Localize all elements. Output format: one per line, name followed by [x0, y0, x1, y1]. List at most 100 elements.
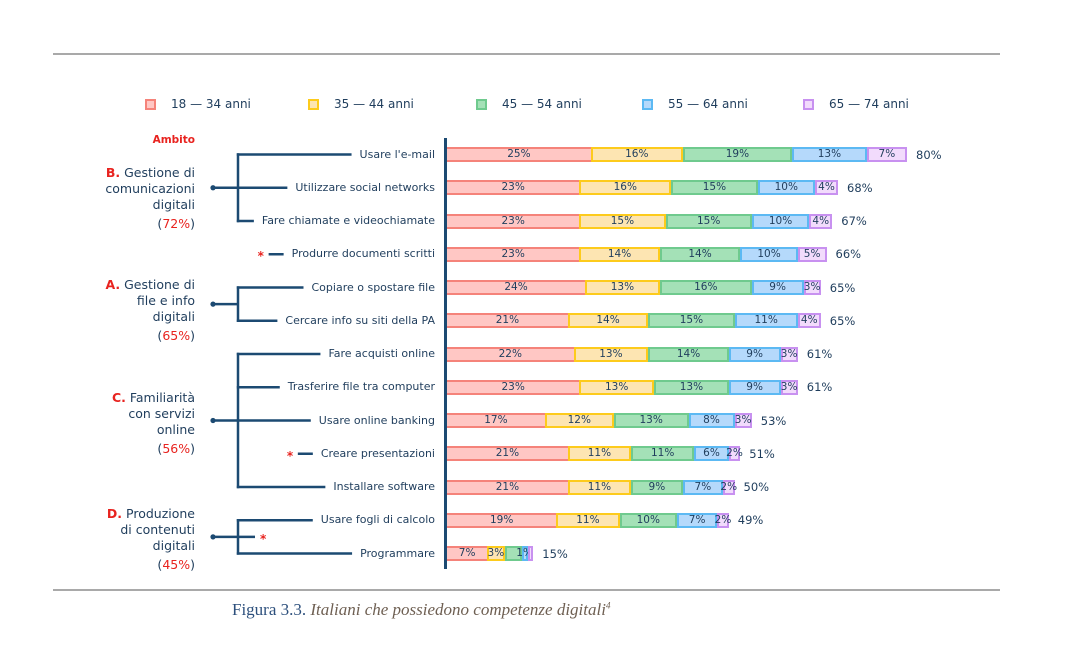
legend-swatch-65-74: [803, 98, 814, 110]
bar-segment-55-64: 8%: [688, 413, 735, 428]
bar-segment-18-34: 19%: [447, 512, 557, 528]
footnote-marker: 4: [605, 600, 611, 611]
bar-segment-45-54: 9%: [631, 479, 683, 495]
segment-value-label: 11%: [576, 513, 600, 526]
bar-segment-65-74: 2%: [720, 479, 737, 495]
asterisk-marker: *: [260, 531, 267, 546]
segment-value-label: 23%: [501, 247, 525, 260]
category-label: Copiare o spostare file: [311, 280, 436, 294]
category-label: Creare presentazioni: [320, 446, 435, 460]
segment-value-label: 3%: [803, 281, 821, 293]
segment-value-label: 21%: [495, 480, 520, 493]
bar-segment-55-64: 1%: [516, 546, 533, 561]
segment-value-label: 7%: [878, 148, 896, 160]
category-label: Programmare: [360, 546, 435, 560]
segment-value-label: 9%: [648, 480, 666, 493]
group-d-label: D. Produzione di contenuti digitali 45%: [0, 506, 195, 573]
legend-item-18-34: 18 — 34 anni: [145, 96, 251, 112]
category-label: Installare software: [333, 480, 435, 493]
category-label: Utilizzare social networks: [295, 180, 435, 194]
bar-segment-35-44: 16%: [590, 147, 683, 162]
segment-value-label: 14%: [596, 314, 620, 327]
legend-label: 18 — 34 anni: [171, 97, 251, 111]
group-letter: B.: [105, 165, 121, 180]
segment-value-label: 12%: [567, 414, 591, 426]
segment-value-label: 3%: [780, 380, 798, 393]
bar-segment-65-74: 3%: [780, 379, 798, 395]
segment-value-label: 13%: [817, 148, 842, 160]
bar-segment-35-44: 13%: [579, 379, 654, 395]
bar-segment-55-64: 10%: [740, 246, 798, 262]
group-a-label: A. Gestione di file e info digitali 65%: [0, 277, 195, 344]
segment-value-label: 24%: [504, 281, 528, 293]
bar-segment-35-44: 12%: [544, 413, 614, 428]
group-letter: C.: [111, 390, 126, 405]
total-value-label: 65%: [829, 313, 856, 328]
bar-segment-45-54: 15%: [671, 180, 758, 196]
segment-value-label: 4%: [818, 181, 835, 194]
group-letter: D.: [106, 506, 123, 521]
group-dot: [210, 534, 216, 540]
bar-segment-18-34: 7%: [447, 546, 488, 561]
total-value-label: 66%: [835, 247, 862, 262]
legend-swatch-45-54: [476, 98, 487, 110]
group-line: digitali: [152, 197, 195, 212]
group-pct-value: 56%: [162, 441, 191, 456]
segment-value-label: 16%: [694, 281, 718, 293]
group-line: digitali: [152, 309, 195, 324]
segment-value-label: 14%: [607, 247, 632, 260]
bar-segment-55-64: 9%: [728, 346, 781, 362]
segment-value-label: 11%: [650, 447, 675, 460]
group-line: digitali: [152, 538, 195, 553]
group-line: online: [156, 422, 195, 437]
bar-segment-18-34: 23%: [447, 213, 580, 229]
segment-value-label: 16%: [613, 181, 637, 194]
segment-value-label: 11%: [587, 447, 612, 460]
segment-value-label: 21%: [495, 314, 520, 327]
group-line: con servizi: [128, 406, 195, 421]
total-value-label: 67%: [841, 214, 867, 228]
legend-label: 35 — 44 anni: [334, 97, 414, 111]
total-value-label: 65%: [829, 280, 856, 295]
bar-segment-35-44: 14%: [579, 246, 660, 262]
segment-value-label: 3%: [780, 347, 798, 360]
group-line: Gestione di: [124, 165, 195, 180]
bar-segment-45-54: 19%: [682, 147, 792, 162]
bar-segment-55-64: 7%: [682, 479, 723, 495]
bar-segment-55-64: 6%: [694, 446, 729, 462]
bar-segment-65-74: 2%: [715, 512, 731, 528]
bar-segment-65-74: [527, 546, 534, 561]
bar-segment-45-54: 13%: [613, 413, 689, 428]
group-pct-value: 72%: [162, 216, 191, 231]
bar-segment-35-44: 13%: [573, 346, 649, 362]
group-line: di contenuti: [120, 522, 195, 537]
legend-item-45-54: 45 — 54 anni: [476, 96, 582, 112]
segment-value-label: 8%: [703, 414, 720, 426]
bar-segment-55-64: 11%: [734, 313, 798, 329]
segment-value-label: 3%: [734, 414, 752, 426]
bar-segment-65-74: 3%: [780, 346, 798, 362]
group-letter: A.: [105, 277, 121, 292]
segment-value-label: 22%: [498, 347, 522, 360]
segment-value-label: 13%: [604, 380, 629, 393]
segment-value-label: 23%: [501, 380, 525, 393]
segment-value-label: 23%: [501, 214, 525, 227]
asterisk-marker: *: [257, 249, 264, 264]
bar-segment-45-54: 11%: [631, 446, 695, 462]
segment-value-label: 15%: [610, 214, 635, 227]
bar-segment-18-34: 23%: [447, 180, 580, 196]
segment-value-label: 10%: [768, 214, 793, 227]
bar-segment-65-74: 4%: [815, 180, 838, 196]
segment-value-label: 4%: [812, 214, 830, 227]
segment-value-label: 14%: [688, 247, 712, 260]
group-pct-value: 45%: [162, 557, 191, 572]
bar-segment-35-44: 11%: [567, 446, 631, 462]
segment-value-label: 15%: [679, 314, 704, 327]
bar-segment-18-34: 21%: [447, 446, 568, 462]
group-percentage: 45%: [0, 557, 195, 573]
group-line: Gestione di: [124, 277, 195, 292]
figure-title: Italiani che possiedono competenze digit…: [310, 600, 606, 619]
bottom-divider: [53, 589, 1000, 591]
segment-value-label: 9%: [746, 347, 763, 360]
